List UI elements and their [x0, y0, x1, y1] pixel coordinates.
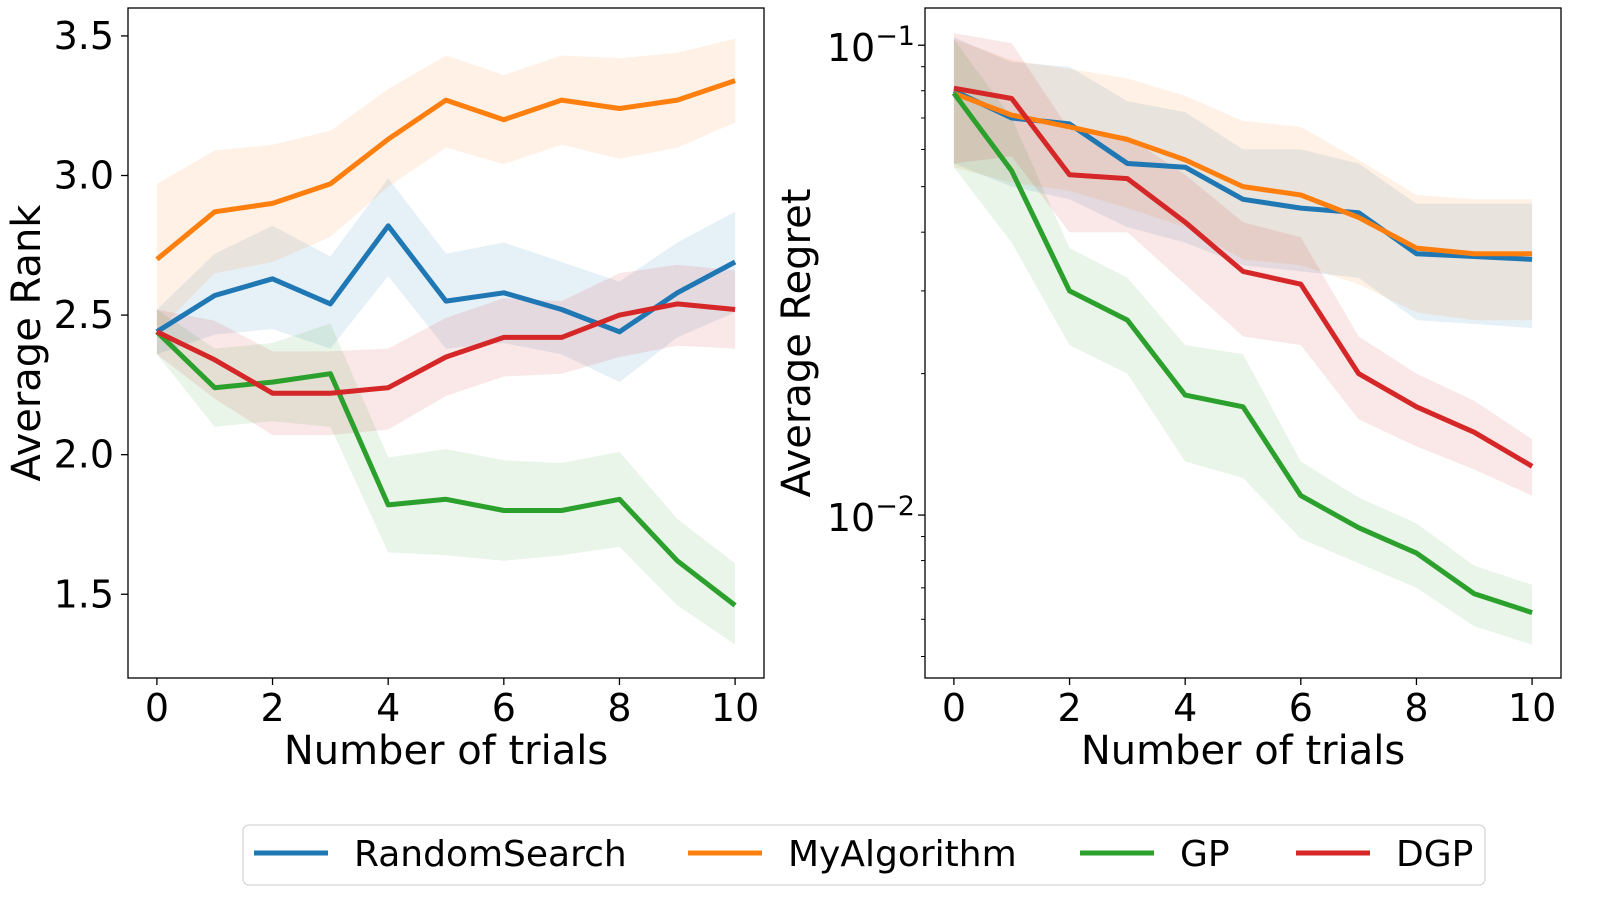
x-tick-label: 6 [492, 686, 516, 730]
x-axis-label: Number of trials [1081, 728, 1405, 774]
band-gp [953, 39, 1533, 645]
x-tick-label: 2 [1057, 686, 1081, 730]
x-tick-label: 4 [376, 686, 400, 730]
y-axis-label: Average Rank [4, 204, 50, 482]
rank-chart: 0 2 4 6 8 10 1.5 2.0 2.5 3.0 3.5 Number of trials Av… [4, 7, 765, 774]
line-randomsearch [155, 223, 737, 335]
legend: RandomSearch MyAlgorithm GP DGP [242, 824, 1486, 886]
y-tick-label-exponent: −2 [875, 491, 915, 522]
y-tick-label: 3.5 [54, 14, 114, 58]
x-tick-label: 10 [711, 686, 759, 730]
y-tick-label: 10−2 [827, 491, 915, 540]
y-tick-label: 1.5 [54, 572, 114, 616]
band-myalgorithm [156, 38, 736, 332]
legend-label-gp: GP [1180, 834, 1230, 875]
legend-box [242, 824, 1486, 886]
x-tick-label: 8 [1404, 686, 1428, 730]
legend-label-randomsearch: RandomSearch [354, 834, 627, 875]
x-tick-label: 0 [942, 686, 966, 730]
line-dgp [953, 85, 1534, 469]
band-randomsearch [156, 178, 736, 383]
legend-label-dgp: DGP [1396, 834, 1473, 875]
x-tick-label: 2 [260, 686, 284, 730]
line-myalgorithm [155, 78, 736, 262]
y-tick-label: 2.5 [54, 293, 114, 337]
y-tick-label-base: 10 [827, 496, 875, 540]
line-myalgorithm [953, 90, 1533, 257]
plot-frame [924, 7, 1562, 679]
band-myalgorithm [953, 39, 1533, 321]
y-tick-label-base: 10 [827, 26, 875, 70]
legend-label-myalgorithm: MyAlgorithm [788, 834, 1017, 875]
y-tick-label: 10−1 [827, 21, 915, 70]
band-randomsearch [953, 37, 1533, 329]
y-axis-label: Average Regret [774, 189, 820, 498]
x-tick-label: 10 [1508, 686, 1556, 730]
x-axis-label: Number of trials [284, 728, 608, 774]
y-tick-label-exponent: −1 [875, 21, 915, 52]
plot-frame [127, 7, 765, 679]
band-dgp [953, 33, 1533, 496]
x-tick-label: 8 [607, 686, 631, 730]
line-gp [951, 91, 1533, 615]
y-tick-label: 3.0 [54, 154, 114, 198]
x-tick-label: 6 [1289, 686, 1313, 730]
x-tick-label: 0 [145, 686, 169, 730]
line-dgp [155, 301, 736, 396]
y-tick-label: 2.0 [54, 433, 114, 477]
x-tick-label: 4 [1173, 686, 1197, 730]
